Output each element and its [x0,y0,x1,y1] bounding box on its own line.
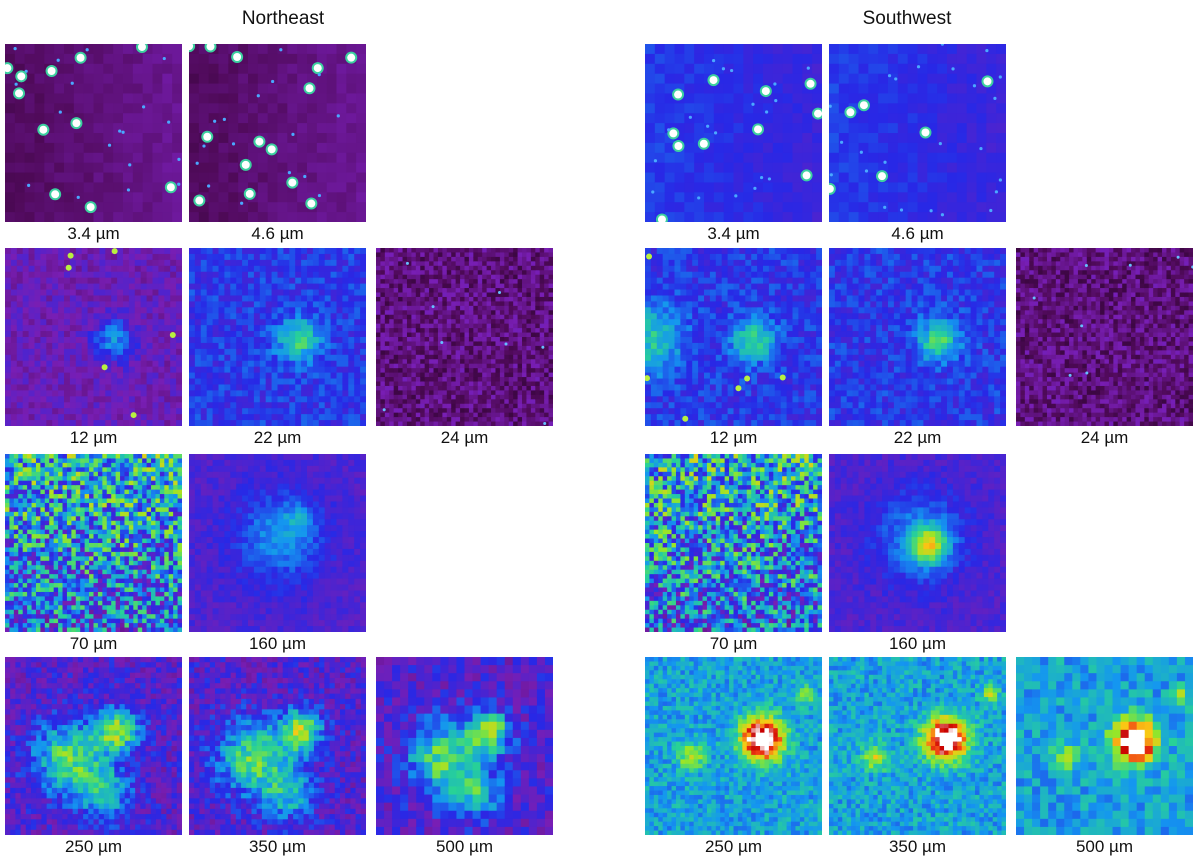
wavelength-label: 24 µm [440,428,489,447]
wavelength-label: 160 µm [888,634,947,653]
image-tile [5,44,182,222]
wavelength-label: 12 µm [709,428,758,447]
image-tile [829,657,1006,835]
wavelength-label: 500 µm [435,837,494,856]
image-tile [829,454,1006,632]
image-tile [645,44,822,222]
panel-title: Southwest [862,8,952,29]
image-map [5,454,182,632]
wavelength-label: 70 µm [69,634,118,653]
image-map [829,657,1006,835]
image-map [645,657,822,835]
wavelength-label: 250 µm [704,837,763,856]
image-map [829,454,1006,632]
image-tile [829,44,1006,222]
image-map [189,657,366,835]
image-tile [189,657,366,835]
wavelength-label: 3.4 µm [67,224,120,243]
image-tile [5,454,182,632]
image-tile [5,248,182,426]
image-map [189,248,366,426]
image-map [645,44,822,222]
image-map [645,248,822,426]
panel-title: Northeast [241,8,325,29]
image-tile [645,248,822,426]
image-tile [5,657,182,835]
image-map [189,454,366,632]
image-tile [645,657,822,835]
wavelength-label: 160 µm [248,634,307,653]
wavelength-label: 70 µm [709,634,758,653]
image-tile [376,657,553,835]
wavelength-label: 22 µm [893,428,942,447]
image-tile [1016,657,1193,835]
image-tile [1016,248,1193,426]
image-map [189,44,366,222]
image-tile [645,454,822,632]
wavelength-label: 4.6 µm [251,224,304,243]
wavelength-label: 350 µm [248,837,307,856]
image-map [376,657,553,835]
image-map [1016,248,1193,426]
wavelength-label: 12 µm [69,428,118,447]
image-map [376,248,553,426]
image-map [5,657,182,835]
wavelength-label: 22 µm [253,428,302,447]
image-map [829,44,1006,222]
image-map [5,248,182,426]
image-tile [376,248,553,426]
image-map [5,44,182,222]
image-tile [189,248,366,426]
image-map [829,248,1006,426]
wavelength-label: 24 µm [1080,428,1129,447]
wavelength-label: 3.4 µm [707,224,760,243]
image-map [1016,657,1193,835]
wavelength-label: 250 µm [64,837,123,856]
image-tile [189,44,366,222]
wavelength-label: 500 µm [1075,837,1134,856]
image-map [645,454,822,632]
image-tile [829,248,1006,426]
wavelength-label: 350 µm [888,837,947,856]
image-tile [189,454,366,632]
wavelength-label: 4.6 µm [891,224,944,243]
